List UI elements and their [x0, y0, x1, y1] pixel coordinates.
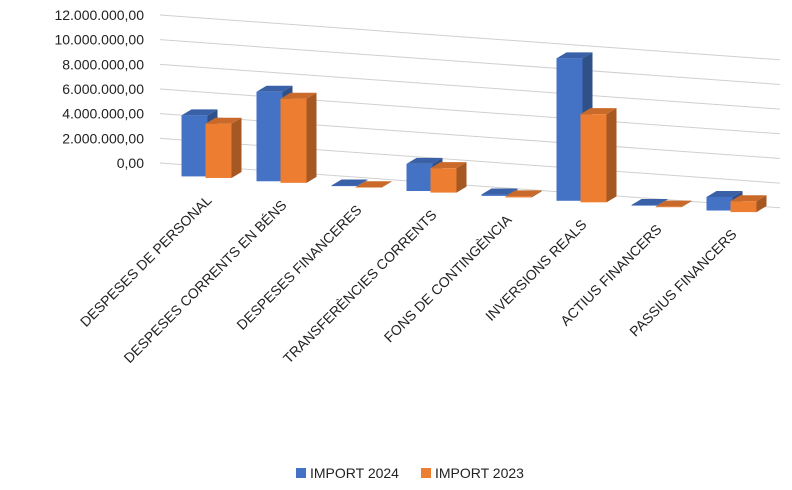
y-tick-label: 12.000.000,00 — [54, 7, 144, 23]
y-tick-label: 6.000.000,00 — [62, 81, 144, 97]
bar-side — [607, 108, 617, 202]
x-tick-label: TRANSFERÈNCIES CORRENTS — [280, 207, 440, 367]
bar — [656, 207, 682, 208]
legend-swatch — [421, 468, 431, 478]
legend-label: IMPORT 2024 — [310, 465, 399, 481]
x-tick-label: FONS DE CONTINGÈNCIA — [381, 211, 515, 345]
bar — [257, 92, 283, 182]
y-tick-label: 0,00 — [117, 155, 144, 171]
grid-line — [160, 15, 780, 60]
bar — [407, 164, 433, 191]
grid-line — [160, 114, 780, 159]
y-tick-label: 4.000.000,00 — [62, 106, 144, 122]
grid-line — [160, 64, 780, 109]
bar — [707, 197, 733, 211]
x-tick-label: DESPESES CORRENTS EN BÉNS — [120, 197, 289, 366]
bar — [581, 114, 607, 202]
bar — [506, 196, 532, 197]
grid-line — [160, 89, 780, 134]
bar — [482, 195, 508, 196]
x-tick-label: DESPESES DE PERSONAL — [77, 192, 215, 330]
y-tick-label: 2.000.000,00 — [62, 130, 144, 146]
bar — [557, 58, 583, 200]
bar — [332, 185, 358, 186]
bar — [431, 168, 457, 192]
y-tick-label: 8.000.000,00 — [62, 56, 144, 72]
grid-line — [160, 138, 780, 183]
y-tick-label: 10.000.000,00 — [54, 32, 144, 48]
bar — [731, 201, 757, 212]
bar — [632, 205, 658, 206]
grid-line — [160, 40, 780, 85]
legend-swatch — [296, 468, 306, 478]
bar — [281, 99, 307, 183]
bar-side — [232, 118, 242, 178]
bar — [182, 115, 208, 176]
bar — [206, 124, 232, 178]
bar-side — [307, 93, 317, 183]
legend-label: IMPORT 2023 — [435, 465, 524, 481]
